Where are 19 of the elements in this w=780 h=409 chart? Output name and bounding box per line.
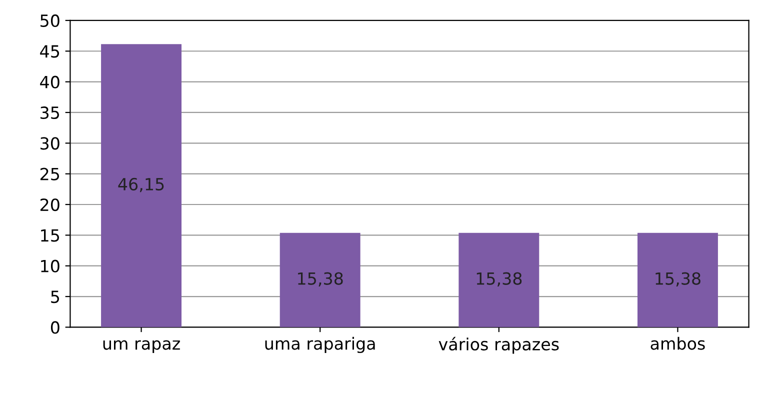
data-label: 15,38 [476, 272, 522, 287]
y-tick-label: 40 [40, 76, 60, 88]
y-tick-label: 50 [40, 14, 60, 28]
x-tick-label: um rapaz [103, 340, 180, 354]
y-tick-label: 10 [41, 260, 60, 272]
x-tick-label: uma rapariga [265, 336, 375, 354]
data-label: 46,15 [118, 178, 164, 192]
y-tick-label: 45 [40, 45, 60, 58]
x-tick-label: vários rapazes [438, 336, 559, 354]
y-tick-label: 20 [40, 198, 60, 212]
x-tick-label: ambos [650, 336, 705, 350]
y-tick-label: 30 [40, 137, 60, 150]
data-label: 15,38 [656, 272, 700, 287]
data-label: 15,38 [298, 272, 343, 287]
y-tick-label: 15 [41, 229, 60, 242]
y-tick-label: 25 [40, 168, 60, 180]
y-tick-label: 35 [40, 106, 60, 120]
y-tick-label: 5 [51, 290, 60, 304]
y-tick-label: 0 [50, 321, 60, 334]
